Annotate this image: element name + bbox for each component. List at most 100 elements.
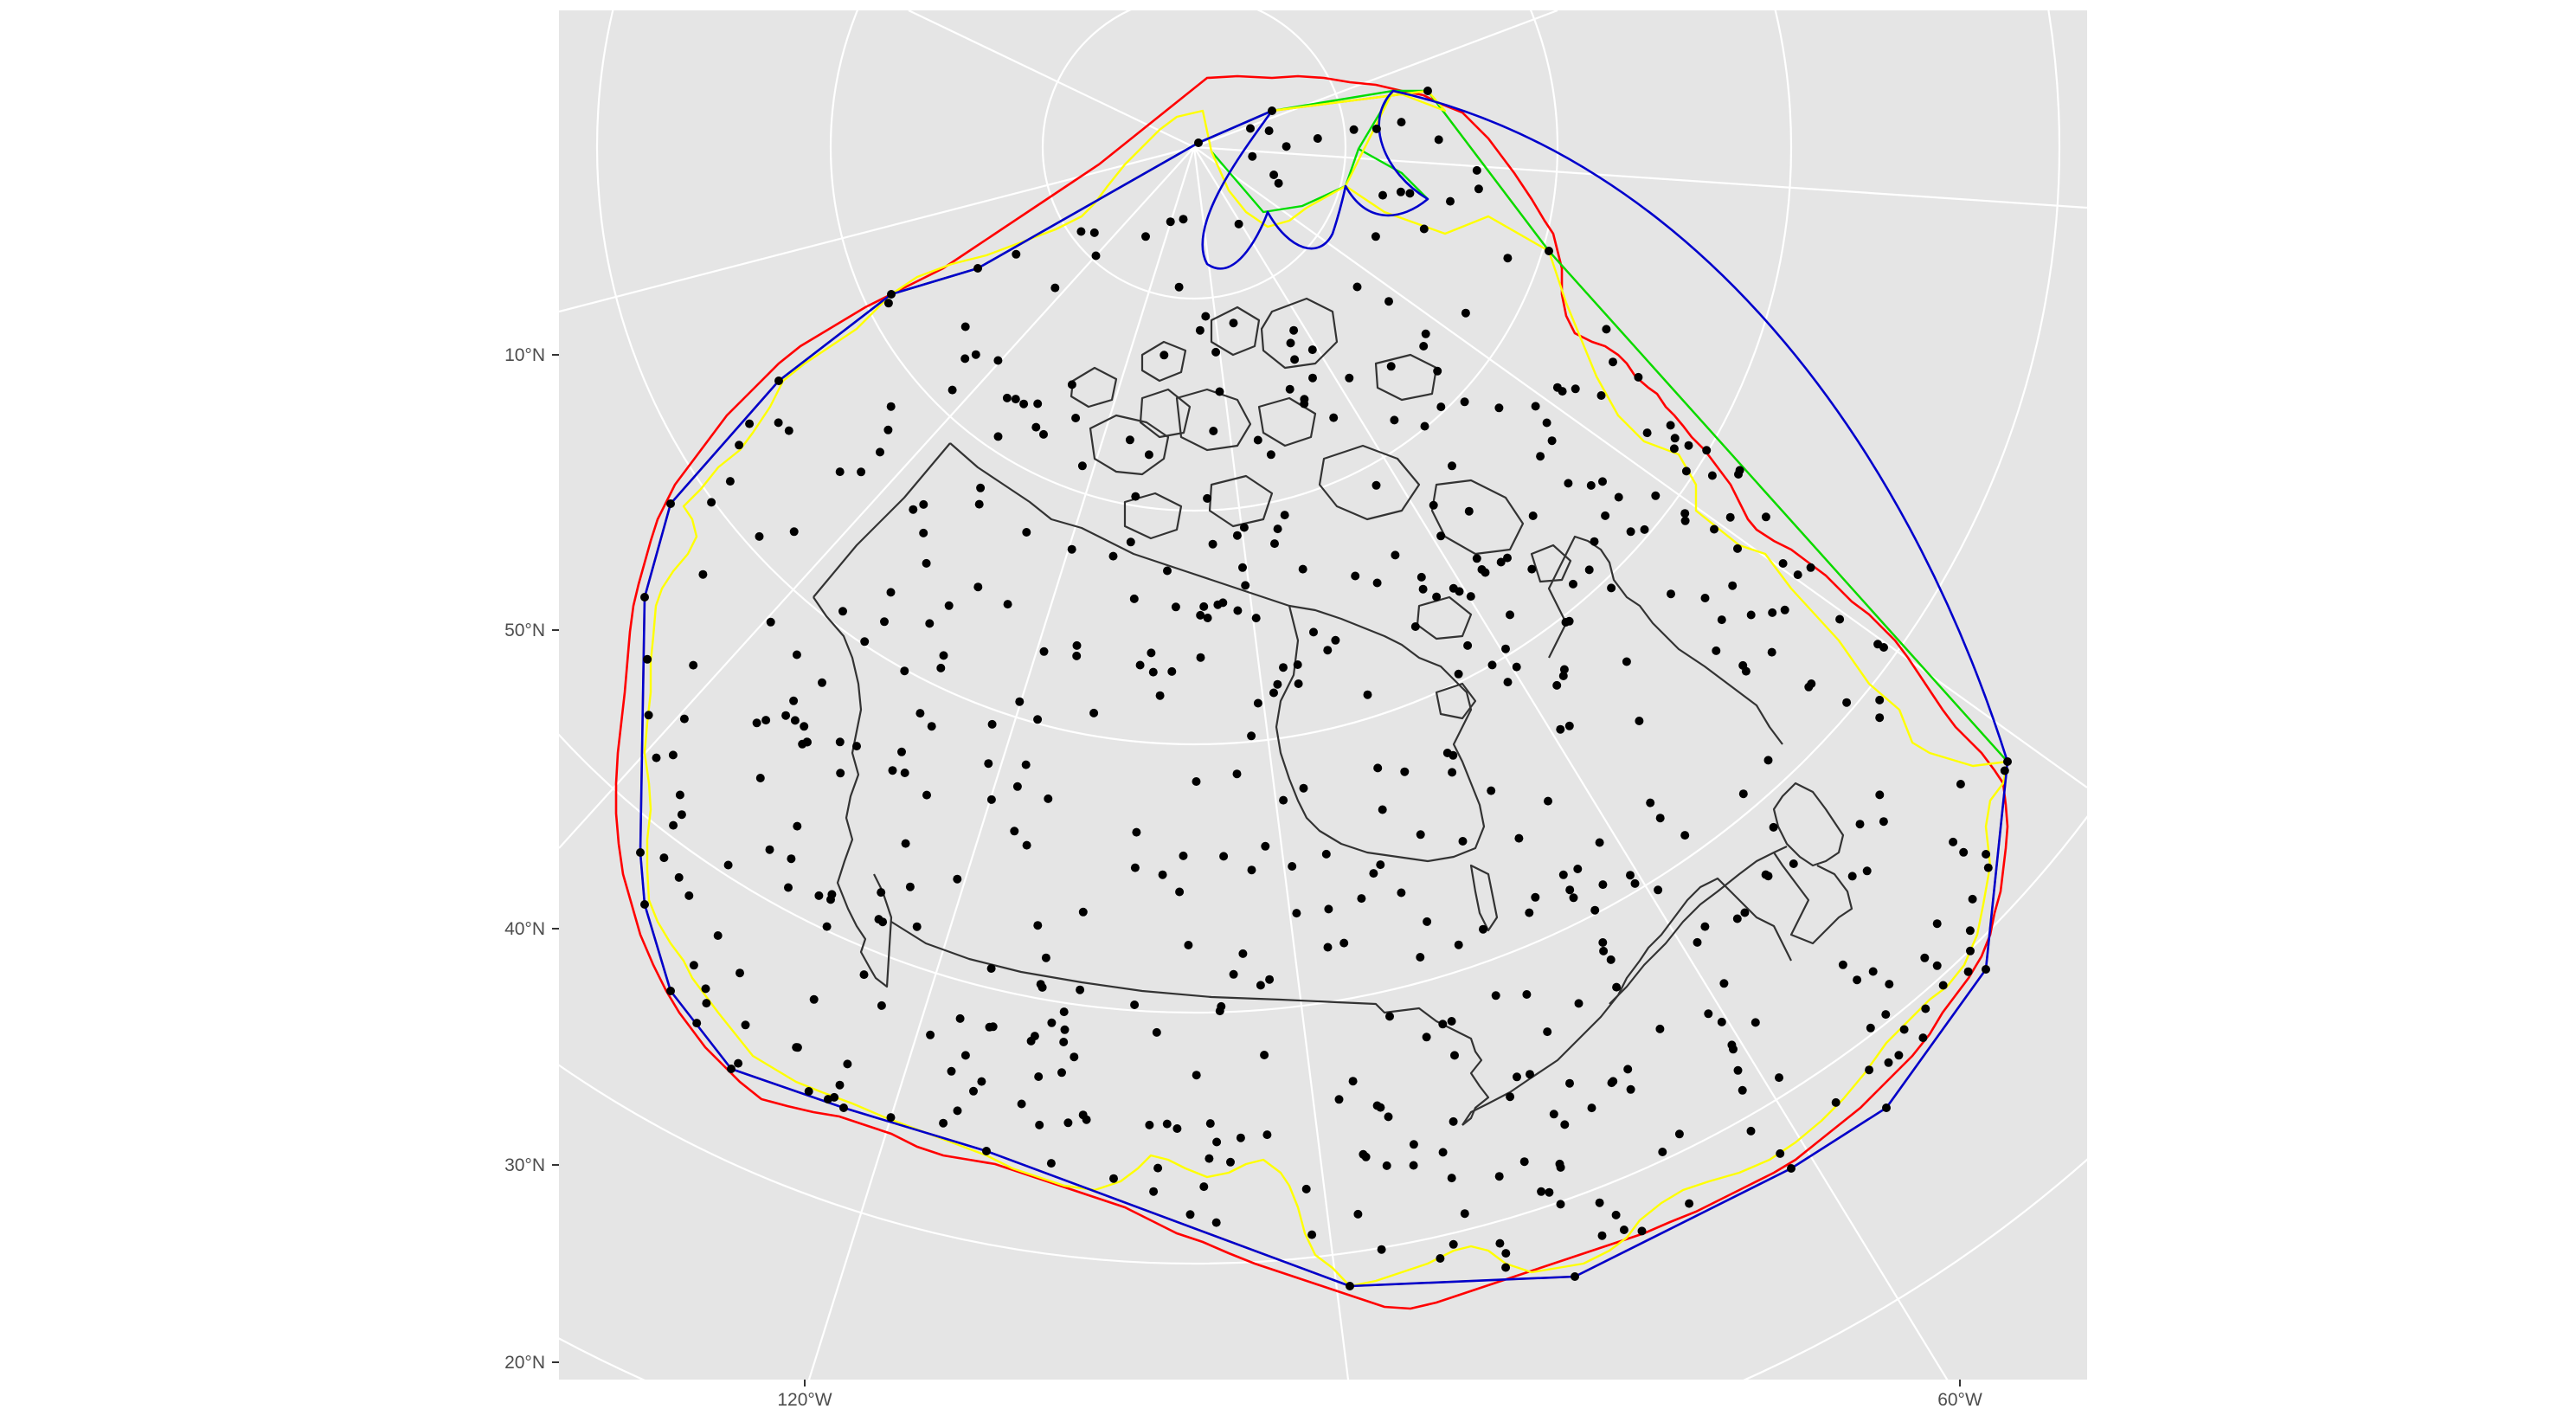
sample-point (1501, 1263, 1511, 1272)
sample-point (1556, 1200, 1565, 1209)
sample-point (725, 477, 735, 486)
sample-point (1543, 1027, 1552, 1037)
sample-point (1212, 1137, 1222, 1147)
sample-point (1196, 653, 1205, 662)
sample-point (1229, 318, 1238, 328)
sample-point (1558, 672, 1568, 680)
sample-point (1376, 860, 1385, 870)
sample-point (1299, 783, 1308, 793)
sample-point (1611, 1210, 1621, 1219)
sample-point (1253, 698, 1262, 708)
sample-point (1076, 227, 1086, 236)
sample-point (755, 531, 764, 541)
sample-point (689, 961, 698, 970)
sample-point (1050, 283, 1060, 293)
sample-point (1881, 1010, 1891, 1020)
sample-point (1666, 421, 1675, 430)
sample-point (1614, 492, 1623, 502)
sample-point (947, 1066, 956, 1076)
sample-point (1838, 960, 1847, 969)
sample-point (1410, 622, 1420, 631)
sample-point (877, 888, 886, 898)
sample-point (1626, 871, 1635, 880)
sample-point (1655, 1024, 1665, 1033)
sample-point (1436, 531, 1446, 541)
sample-point (723, 860, 733, 870)
sample-point (909, 505, 918, 514)
sample-point (1033, 921, 1043, 930)
sample-point (1300, 399, 1309, 409)
sample-point (1293, 660, 1302, 669)
sample-point (707, 498, 716, 507)
sample-point (1831, 1097, 1840, 1107)
sample-point (852, 742, 861, 751)
sample-point (1162, 1119, 1172, 1129)
sample-point (1017, 1099, 1026, 1109)
sample-point (986, 795, 996, 804)
sample-point (1274, 178, 1283, 188)
sample-point (1309, 627, 1318, 637)
x-label-2: 60°W (1937, 1390, 1982, 1409)
sample-point (939, 1118, 948, 1128)
sample-point (684, 891, 694, 900)
arctic-island (1260, 297, 1339, 370)
sample-point (919, 528, 928, 537)
sample-point (1448, 768, 1457, 777)
sample-point (1466, 592, 1475, 602)
sample-point (1036, 980, 1045, 989)
sample-point (1552, 680, 1562, 690)
sample-point (876, 447, 884, 457)
sample-point (1185, 1210, 1195, 1219)
sample-point (1596, 391, 1606, 400)
hull-vertex-point (1346, 1282, 1354, 1290)
sample-point (1390, 415, 1399, 425)
sample-point (1506, 610, 1514, 620)
st-lawrence-river (1609, 846, 1788, 1005)
sample-point (1561, 618, 1571, 627)
sample-point (1057, 1068, 1066, 1078)
pacific-coastline (813, 596, 893, 988)
sample-point (859, 970, 869, 980)
sample-point (644, 711, 653, 720)
sample-point (1460, 397, 1469, 407)
sample-point (1875, 713, 1885, 723)
sample-point (1033, 399, 1043, 409)
sample-point (1108, 551, 1118, 561)
sample-point (1091, 251, 1101, 261)
sample-point (1109, 1174, 1118, 1183)
sample-point (1153, 1163, 1163, 1173)
sample-point (1141, 232, 1150, 241)
sample-point (1558, 870, 1568, 879)
sample-point (1149, 1187, 1159, 1196)
sample-point (1282, 142, 1291, 151)
sample-point (1155, 691, 1165, 700)
sample-point (784, 883, 793, 892)
sample-point (1536, 452, 1545, 461)
sample-point (1446, 196, 1455, 206)
sample-point (1531, 402, 1540, 411)
hull-vertex-point (636, 848, 645, 857)
sample-point (1775, 1073, 1783, 1083)
graticule-meridian (559, 145, 1195, 313)
sample-point (1655, 814, 1665, 823)
sample-point (1385, 1012, 1394, 1021)
sample-point (689, 660, 698, 670)
sample-point (1545, 1187, 1554, 1197)
sample-point (1983, 863, 1993, 872)
sample-point (1542, 418, 1551, 428)
sample-point (1323, 943, 1333, 952)
sample-point (1862, 866, 1872, 876)
sample-point (1234, 219, 1243, 228)
sample-point (1167, 666, 1177, 676)
hull-vertex-point (666, 499, 675, 508)
sample-point (1416, 572, 1426, 582)
sample-point (701, 984, 710, 994)
sample-point (960, 354, 970, 364)
sample-point (1587, 1103, 1596, 1113)
graticule-meridian (908, 10, 1195, 148)
sample-point (1680, 509, 1690, 518)
sample-point (1634, 372, 1643, 382)
sample-point (1503, 553, 1512, 563)
x-label-1: 120°W (777, 1390, 832, 1409)
sample-point (745, 419, 755, 428)
